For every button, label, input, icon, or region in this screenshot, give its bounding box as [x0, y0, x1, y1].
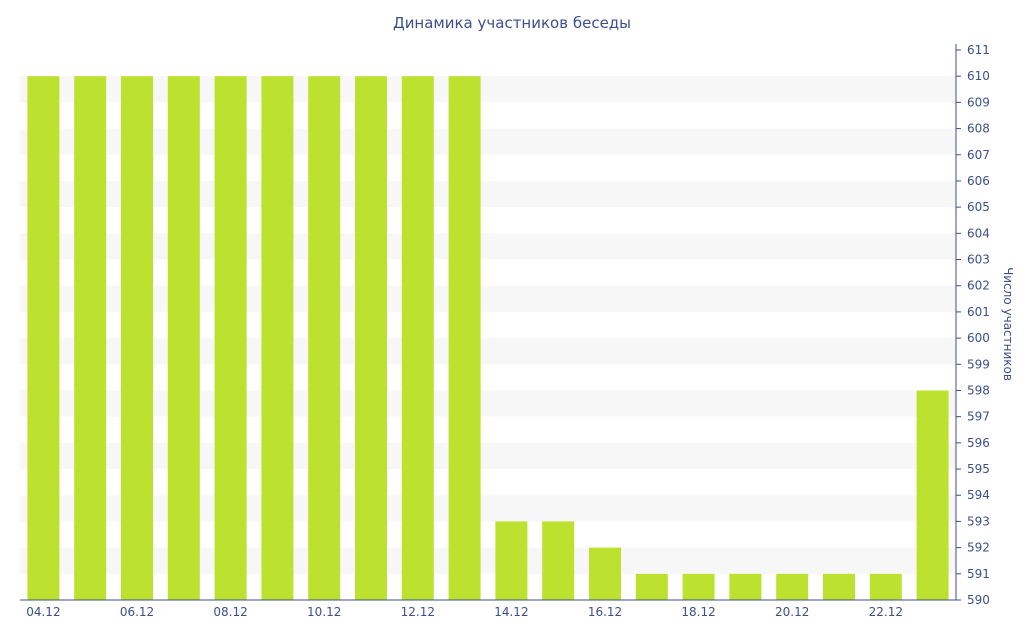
bar [542, 521, 575, 600]
y-tick-label: 595 [967, 462, 990, 476]
bar [261, 76, 294, 600]
bar [729, 573, 762, 600]
y-tick-label: 605 [967, 200, 990, 214]
x-tick-label: 04.12 [26, 605, 60, 619]
x-tick-label: 14.12 [494, 605, 528, 619]
grid-band [20, 495, 956, 522]
x-tick-label: 06.12 [120, 605, 154, 619]
y-tick-label: 593 [967, 514, 990, 528]
bar [308, 76, 341, 600]
y-tick-label: 603 [967, 253, 990, 267]
bar [401, 76, 434, 600]
y-tick-label: 594 [967, 488, 990, 502]
bar [869, 573, 902, 600]
bars [27, 76, 949, 600]
bar [916, 390, 949, 600]
y-tick-label: 600 [967, 331, 990, 345]
y-tick-label: 591 [967, 567, 990, 581]
bar [214, 76, 247, 600]
bar [776, 573, 809, 600]
grid-band [20, 338, 956, 365]
bar [823, 573, 855, 600]
grid-band [20, 76, 956, 103]
bar [635, 573, 668, 600]
y-tick-label: 608 [967, 122, 990, 136]
y-tick-label: 596 [967, 436, 990, 450]
y-tick-label: 609 [967, 95, 990, 109]
chart-title: Динамика участников беседы [393, 14, 631, 32]
bar [355, 76, 387, 600]
x-tick-label: 08.12 [213, 605, 247, 619]
y-axis-label: Число участников [1001, 267, 1015, 381]
bar [74, 76, 107, 600]
y-tick-label: 611 [967, 43, 990, 57]
y-tick-label: 602 [967, 279, 990, 293]
x-tick-label: 18.12 [681, 605, 715, 619]
grid-band [20, 390, 956, 417]
bar [27, 76, 60, 600]
x-tick-label: 10.12 [307, 605, 341, 619]
grid-band [20, 128, 956, 155]
x-tick-label: 20.12 [775, 605, 809, 619]
grid-band [20, 442, 956, 470]
y-tick-label: 598 [967, 383, 990, 397]
x-axis: 04.12 06.12 08.12 10.12 12.12 14.12 16.12 18.12… [20, 599, 956, 619]
x-tick-label: 22.12 [869, 605, 903, 619]
y-tick-label: 606 [967, 174, 990, 188]
grid-band [20, 547, 956, 574]
bar [167, 76, 200, 600]
bar [682, 573, 715, 600]
grid-band [20, 285, 956, 312]
y-tick-label: 599 [967, 357, 990, 371]
bar [121, 76, 153, 600]
bar [448, 76, 481, 600]
y-tick-label: 604 [967, 226, 990, 240]
y-tick-label: 601 [967, 305, 990, 319]
y-axis: 590 591 592 593 594 595 596 597 598 599 600 601 602 6… [955, 43, 990, 607]
bar [495, 521, 528, 600]
y-tick-label: 590 [967, 593, 990, 607]
x-tick-label: 16.12 [588, 605, 622, 619]
y-tick-label: 592 [967, 541, 990, 555]
y-tick-label: 597 [967, 410, 990, 424]
grid-bands [20, 76, 956, 574]
grid-band [20, 233, 956, 260]
y-tick-label: 607 [967, 148, 990, 162]
grid-band [20, 180, 956, 208]
bar [589, 547, 621, 600]
y-tick-label: 610 [967, 69, 990, 83]
x-tick-label: 12.12 [401, 605, 435, 619]
